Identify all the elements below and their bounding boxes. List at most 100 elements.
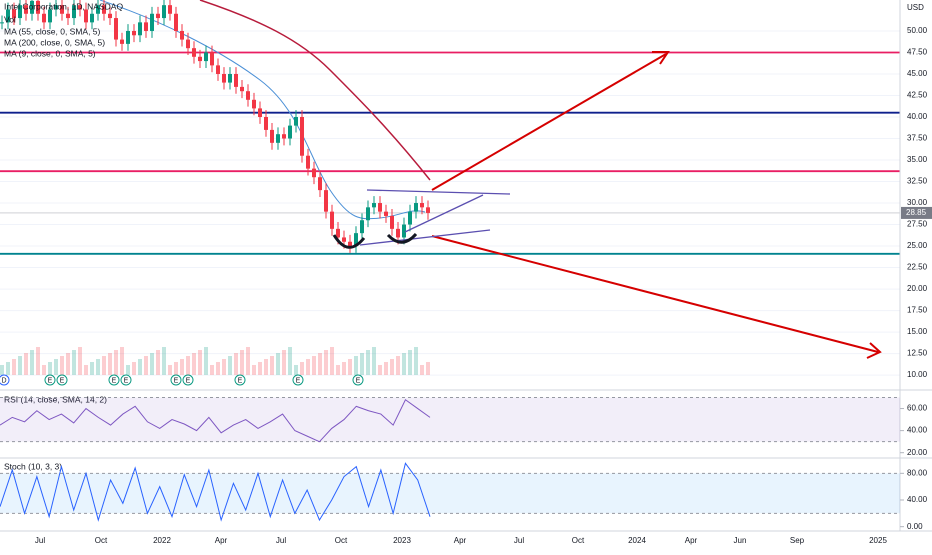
volume-bar xyxy=(408,350,412,375)
volume-bar xyxy=(384,362,388,375)
volume-bar xyxy=(342,362,346,375)
candle-body xyxy=(360,220,364,234)
candle-body xyxy=(24,5,28,14)
candle-body xyxy=(348,241,352,247)
event-badge xyxy=(56,374,68,386)
candle-body xyxy=(270,129,274,143)
candle-body xyxy=(150,13,154,31)
volume-bar xyxy=(420,365,424,375)
y-tick-label: 37.50 xyxy=(907,134,928,143)
candle-body xyxy=(312,168,316,178)
candle-body xyxy=(90,13,94,23)
volume-bar xyxy=(138,359,142,375)
volume-bar xyxy=(390,359,394,375)
x-tick-label: 2025 xyxy=(869,536,887,545)
volume-bar xyxy=(324,350,328,375)
symbol-title: Intel Corporation, 1D, NASDAQ xyxy=(4,1,123,11)
candle-body xyxy=(366,207,370,221)
y-tick-label: 47.50 xyxy=(907,48,928,57)
volume-bar xyxy=(126,365,130,375)
volume-bar xyxy=(156,350,160,375)
volume-bar xyxy=(264,359,268,375)
x-tick-label: Oct xyxy=(95,536,108,545)
volume-bar xyxy=(318,353,322,375)
candle-body xyxy=(138,22,142,36)
volume-bar xyxy=(180,359,184,375)
volume-bar xyxy=(204,347,208,375)
volume-bar xyxy=(36,347,40,375)
event-badge xyxy=(292,374,304,386)
volume-bar xyxy=(144,356,148,375)
candle-body xyxy=(42,13,46,23)
y-tick-label: 30.00 xyxy=(907,198,928,207)
event-label: E xyxy=(238,377,243,384)
volume-bar xyxy=(0,365,4,375)
candle-body xyxy=(174,13,178,31)
candle-body xyxy=(330,211,334,229)
event-badge xyxy=(170,374,182,386)
candle-body xyxy=(294,117,298,126)
candle-body xyxy=(342,237,346,242)
y-tick-label: 40.00 xyxy=(907,426,928,435)
volume-bar xyxy=(228,356,232,375)
event-badge xyxy=(234,374,246,386)
volume-bar xyxy=(174,362,178,375)
x-tick-label: 2022 xyxy=(153,536,171,545)
candle-body xyxy=(144,22,148,31)
arc xyxy=(332,234,366,249)
volume-bar xyxy=(222,359,226,375)
volume-bar xyxy=(108,353,112,375)
event-badge xyxy=(182,374,194,386)
candle-body xyxy=(234,73,238,87)
volume-bar xyxy=(78,347,82,375)
candle-body xyxy=(54,5,58,10)
volume-bar xyxy=(114,350,118,375)
trendline xyxy=(366,189,511,195)
candle-body xyxy=(420,203,424,208)
y-tick-label: 40.00 xyxy=(907,112,928,121)
candle-body xyxy=(36,0,40,14)
candle-body xyxy=(60,5,64,14)
volume-bar xyxy=(66,353,70,375)
x-tick-label: Oct xyxy=(335,536,348,545)
candle-body xyxy=(12,9,16,19)
trendline xyxy=(359,229,491,246)
candle-body xyxy=(252,99,256,109)
volume-bar xyxy=(234,353,238,375)
candle-body xyxy=(168,5,172,14)
candle-body xyxy=(186,39,190,49)
candle-body xyxy=(72,5,76,19)
y-tick-label: 20.00 xyxy=(907,284,928,293)
candle-body xyxy=(258,108,262,118)
x-tick-label: Oct xyxy=(572,536,585,545)
legend-ma: MA (55, close, 0, SMA, 5) xyxy=(4,26,101,36)
candle-body xyxy=(114,18,118,40)
x-tick-label: Jul xyxy=(514,536,524,545)
volume-bar xyxy=(426,362,430,375)
y-tick-label: 0.00 xyxy=(907,522,923,531)
volume-bar xyxy=(360,353,364,375)
arrow-up xyxy=(431,53,667,191)
x-tick-label: Apr xyxy=(454,536,467,545)
y-tick-label: 35.00 xyxy=(907,155,928,164)
volume-bar xyxy=(258,362,262,375)
candle-body xyxy=(240,86,244,92)
volume-bar xyxy=(306,359,310,375)
candle-body xyxy=(162,5,166,19)
y-tick-label: 25.00 xyxy=(907,241,928,250)
volume-bar xyxy=(42,365,46,375)
x-tick-label: Jul xyxy=(276,536,286,545)
y-tick-label: 20.00 xyxy=(907,448,928,457)
candle-body xyxy=(132,30,136,36)
volume-bar xyxy=(252,365,256,375)
volume-bar xyxy=(54,359,58,375)
event-label: E xyxy=(60,377,65,384)
event-label: E xyxy=(186,377,191,384)
candle-body xyxy=(120,39,124,44)
candle-body xyxy=(336,228,340,238)
volume-bar xyxy=(414,347,418,375)
volume-bar xyxy=(168,365,172,375)
volume-bar xyxy=(198,350,202,375)
